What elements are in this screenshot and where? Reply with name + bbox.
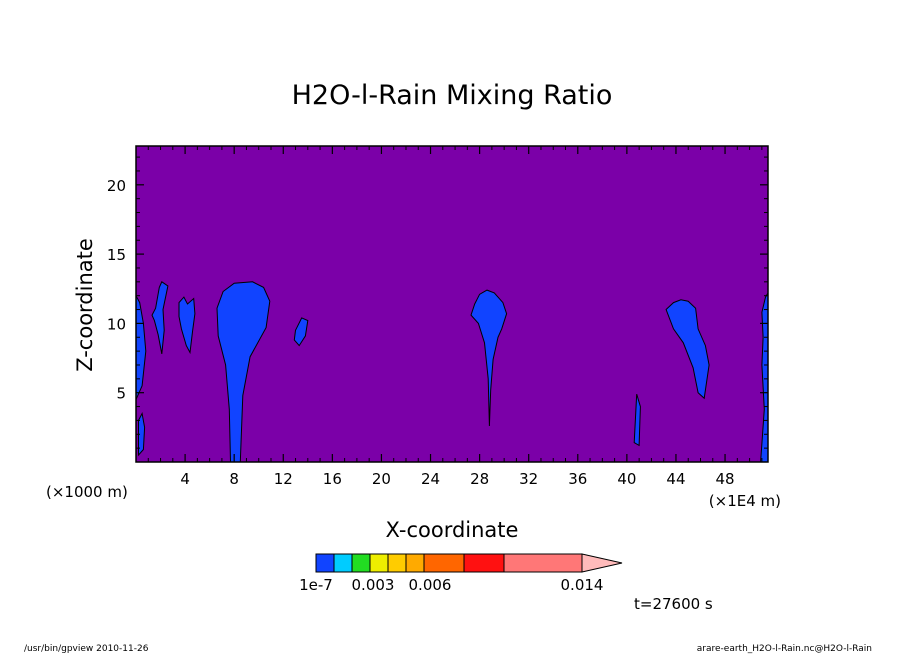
y-tick-label: 10 [107,315,126,333]
y-tick-label: 15 [107,246,126,264]
y-tick-label: 20 [107,177,126,195]
colorbar-box [315,553,335,573]
x-tick-label: 36 [568,470,587,488]
colorbar: 1e-7 0.003 0.006 0.014 [299,553,623,594]
x-axis-label: X-coordinate [386,518,519,542]
x-tick-label: 20 [372,470,391,488]
x-tick-label: 12 [274,470,293,488]
rain-regions [135,281,769,463]
rain-region-2 [138,411,146,457]
time-label: t=27600 s [634,595,713,613]
x-tick-label: 4 [180,470,190,488]
plot-frame [135,145,769,463]
y-tick-label: 5 [116,385,126,403]
colorbar-box [387,553,407,573]
rain-region-4 [178,296,196,355]
colorbar-label: 1e-7 [299,576,333,594]
colorbar-box [405,553,425,573]
colorbar-label: 0.003 [352,576,395,594]
colorbar-box [423,553,465,573]
x-tick-label: 48 [716,470,735,488]
rain-region-6 [293,317,309,347]
x-tick-label: 8 [229,470,239,488]
rain-region-3 [151,281,169,354]
colorbar-box [463,553,505,573]
x-tick-label: 44 [666,470,685,488]
colorbar-label: 0.006 [409,576,452,594]
footer-right: arare-earth_H2O-l-Rain.nc@H2O-l-Rain [697,644,872,654]
colorbar-arrow [581,553,623,573]
x-tick-label: 40 [617,470,636,488]
colorbar-box [369,553,389,573]
rain-region-5 [216,281,271,463]
x-tick-label: 28 [470,470,489,488]
footer-left: /usr/bin/gpview 2010-11-26 [24,644,149,654]
colorbar-box [351,553,371,573]
rain-region-7 [470,289,508,427]
x-tick-label: 32 [519,470,538,488]
x-tick-label: 16 [323,470,342,488]
colorbar-box [333,553,353,573]
rain-region-8 [633,393,641,447]
colorbar-box [503,553,583,573]
x-unit-right: (×1E4 m) [709,492,781,510]
x-unit-left: (×1000 m) [46,483,128,501]
x-axis: 4 8 12 16 20 24 28 32 36 40 44 48 [147,146,763,488]
chart-title: H2O-l-Rain Mixing Ratio [292,80,613,111]
rain-region-9 [665,299,710,400]
y-axis-label: Z-coordinate [73,238,97,372]
colorbar-label: 0.014 [561,576,604,594]
x-tick-label: 24 [421,470,440,488]
y-axis: 5 10 15 20 [107,156,768,449]
